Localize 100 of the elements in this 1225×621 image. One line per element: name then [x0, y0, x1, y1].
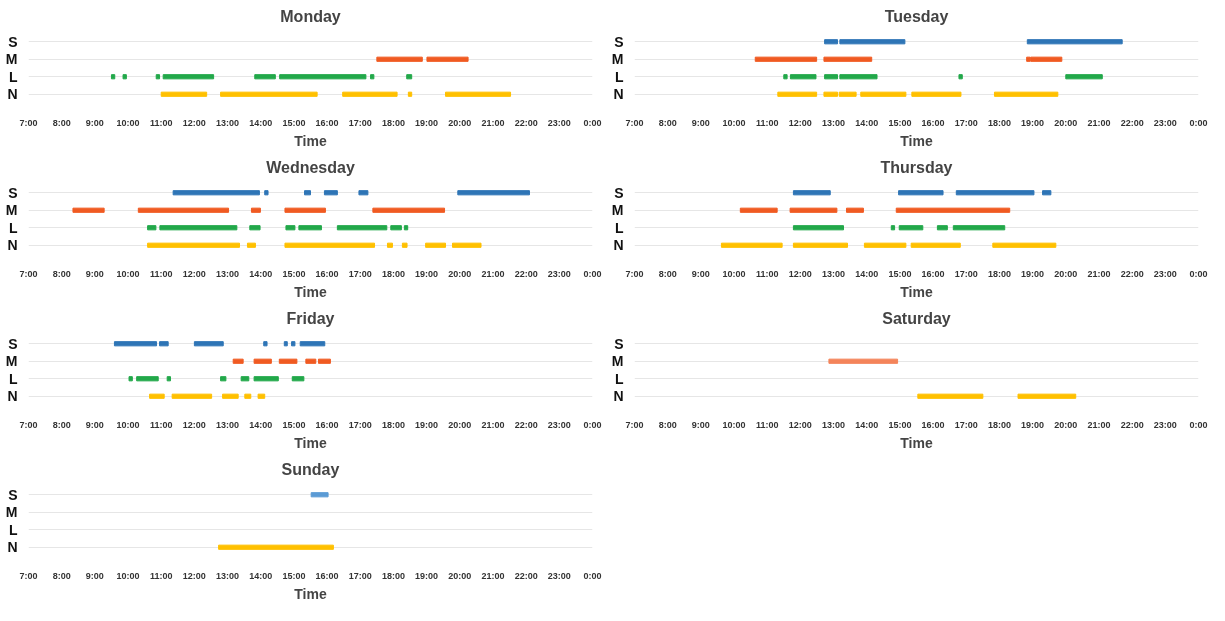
x-tick-label: 21:00 [481, 570, 505, 581]
y-tick-label: M [5, 51, 18, 68]
x-tick-label: 12:00 [182, 268, 206, 279]
chart-title: Thursday [880, 158, 953, 176]
x-tick-label: 13:00 [822, 117, 846, 128]
x-tick-label: 13:00 [822, 268, 846, 279]
x-tick-label: 18:00 [381, 268, 405, 279]
x-tick-label: 7:00 [19, 268, 38, 279]
x-tick-label: 8:00 [658, 117, 677, 128]
x-tick-label: 17:00 [348, 268, 372, 279]
x-tick-label: 20:00 [448, 117, 472, 128]
x-tick-label: 8:00 [52, 419, 71, 430]
y-tick-label: L [614, 370, 624, 387]
x-tick-label: 23:00 [1153, 268, 1177, 279]
y-tick-label: M [611, 51, 624, 68]
x-tick-label: 21:00 [481, 419, 505, 430]
x-tick-label: 0:00 [583, 570, 602, 581]
y-tick-label: L [8, 521, 18, 538]
x-tick-label: 8:00 [52, 117, 71, 128]
x-tick-label: 11:00 [755, 268, 779, 279]
x-tick-label: 7:00 [19, 419, 38, 430]
x-tick-label: 0:00 [1189, 117, 1208, 128]
x-tick-label: 19:00 [415, 570, 439, 581]
y-tick-label: L [8, 219, 18, 236]
x-tick-label: 16:00 [315, 117, 339, 128]
x-tick-label: 0:00 [583, 419, 602, 430]
y-tick-label: N [613, 237, 624, 254]
x-tick-label: 21:00 [1087, 117, 1111, 128]
x-tick-label: 11:00 [755, 419, 779, 430]
x-tick-label: 11:00 [149, 570, 173, 581]
x-axis-title: Time [900, 283, 933, 300]
x-tick-label: 19:00 [415, 268, 439, 279]
x-axis-title: Time [294, 132, 327, 149]
x-tick-label: 9:00 [691, 419, 710, 430]
y-tick-label: S [614, 33, 624, 50]
x-tick-label: 12:00 [182, 570, 206, 581]
x-tick-label: 0:00 [583, 117, 602, 128]
x-tick-label: 7:00 [19, 117, 38, 128]
x-tick-label: 22:00 [514, 419, 538, 430]
x-tick-label: 19:00 [1021, 117, 1045, 128]
x-tick-label: 7:00 [625, 419, 644, 430]
x-tick-label: 15:00 [282, 570, 306, 581]
y-tick-label: M [611, 353, 624, 370]
x-axis-title: Time [294, 434, 327, 451]
x-tick-label: 18:00 [987, 419, 1011, 430]
x-tick-label: 21:00 [481, 268, 505, 279]
x-tick-label: 13:00 [216, 117, 240, 128]
x-tick-label: 22:00 [514, 570, 538, 581]
x-tick-label: 20:00 [1054, 419, 1078, 430]
x-tick-label: 8:00 [658, 268, 677, 279]
x-tick-label: 16:00 [921, 117, 945, 128]
x-tick-label: 12:00 [788, 268, 812, 279]
x-tick-label: 10:00 [722, 268, 746, 279]
y-tick-label: L [614, 68, 624, 85]
x-tick-label: 10:00 [116, 268, 140, 279]
x-axis-title: Time [294, 283, 327, 300]
x-tick-label: 21:00 [481, 117, 505, 128]
x-tick-label: 15:00 [888, 117, 912, 128]
y-tick-label: S [8, 184, 18, 201]
x-tick-label: 20:00 [448, 268, 472, 279]
x-tick-label: 15:00 [282, 419, 306, 430]
y-tick-label: S [8, 486, 18, 503]
x-tick-label: 19:00 [415, 419, 439, 430]
x-tick-label: 7:00 [19, 570, 38, 581]
x-tick-label: 23:00 [1153, 419, 1177, 430]
chart-title: Tuesday [884, 7, 949, 25]
y-tick-label: N [7, 388, 18, 405]
x-tick-label: 18:00 [987, 117, 1011, 128]
x-tick-label: 22:00 [514, 268, 538, 279]
x-tick-label: 7:00 [625, 117, 644, 128]
x-tick-label: 22:00 [1120, 268, 1144, 279]
x-tick-label: 13:00 [216, 570, 240, 581]
y-tick-label: N [613, 388, 624, 405]
y-tick-label: S [614, 184, 624, 201]
x-tick-label: 9:00 [85, 419, 104, 430]
x-tick-label: 14:00 [249, 268, 273, 279]
x-tick-label: 9:00 [691, 117, 710, 128]
x-tick-label: 17:00 [954, 117, 978, 128]
x-tick-label: 8:00 [52, 570, 71, 581]
chart-title: Wednesday [266, 158, 355, 176]
x-tick-label: 14:00 [855, 117, 879, 128]
x-tick-label: 20:00 [448, 419, 472, 430]
x-tick-label: 17:00 [348, 419, 372, 430]
x-tick-label: 23:00 [547, 268, 571, 279]
x-tick-label: 7:00 [625, 268, 644, 279]
x-tick-label: 20:00 [1054, 117, 1078, 128]
chart-title: Saturday [882, 309, 951, 327]
x-tick-label: 17:00 [954, 268, 978, 279]
y-tick-label: L [8, 68, 18, 85]
x-tick-label: 12:00 [788, 117, 812, 128]
x-tick-label: 13:00 [216, 268, 240, 279]
x-tick-label: 11:00 [149, 419, 173, 430]
x-tick-label: 16:00 [921, 268, 945, 279]
x-axis-title: Time [294, 585, 327, 602]
x-tick-label: 9:00 [691, 268, 710, 279]
x-tick-label: 15:00 [888, 268, 912, 279]
x-tick-label: 11:00 [755, 117, 779, 128]
x-tick-label: 14:00 [249, 419, 273, 430]
x-tick-label: 23:00 [1153, 117, 1177, 128]
chart-title: Monday [280, 7, 341, 25]
